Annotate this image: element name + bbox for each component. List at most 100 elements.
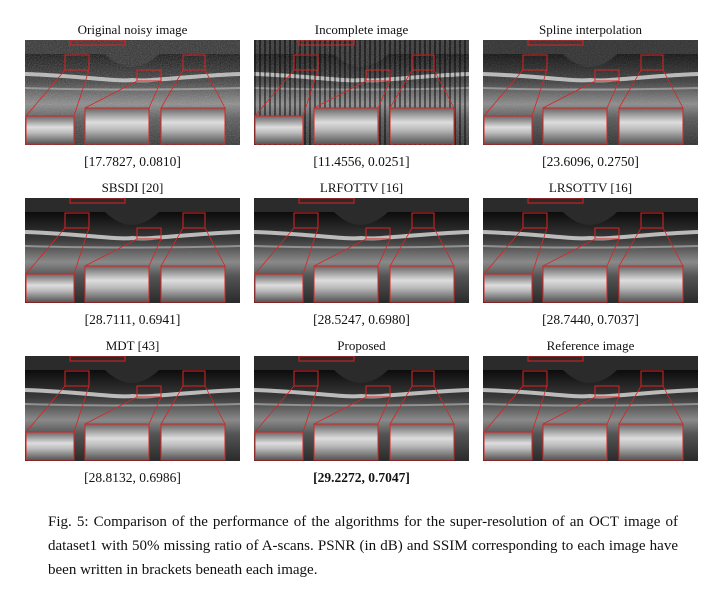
- roi: [594, 227, 620, 240]
- retina-layer: [25, 230, 240, 241]
- inset: [618, 265, 684, 303]
- zoom-line: [389, 227, 413, 267]
- zoom-line: [531, 227, 548, 275]
- roi: [182, 370, 206, 387]
- inset: [313, 423, 379, 461]
- panel-title: Incomplete image: [314, 22, 409, 37]
- missing-scan: [344, 40, 346, 145]
- missing-scan: [459, 40, 461, 145]
- zoom-line: [433, 227, 455, 267]
- zoom-line: [84, 80, 138, 109]
- roi: [640, 54, 664, 71]
- roi: [365, 227, 391, 240]
- missing-scan: [309, 40, 311, 145]
- zoom-line: [531, 385, 548, 433]
- retina-layer: [254, 388, 469, 399]
- inset: [483, 431, 533, 461]
- zoom-line: [377, 238, 391, 267]
- roi: [293, 54, 319, 71]
- inset: [389, 265, 455, 303]
- zoom-line: [389, 385, 413, 425]
- retina-layer: [483, 230, 698, 241]
- zoom-line: [606, 238, 620, 267]
- missing-scan: [289, 40, 291, 145]
- missing-scan: [349, 40, 351, 145]
- missing-scan: [314, 40, 316, 145]
- missing-scan: [284, 40, 286, 145]
- zoom-line: [84, 238, 138, 267]
- roi: [365, 69, 391, 82]
- missing-scan: [464, 40, 466, 145]
- inset: [160, 107, 226, 145]
- zoom-line: [25, 385, 66, 433]
- zoom-line: [606, 396, 620, 425]
- roi: [411, 54, 435, 71]
- zoom-line: [25, 69, 66, 117]
- inset: [84, 423, 150, 461]
- roi: [69, 40, 126, 46]
- missing-scan: [304, 40, 306, 145]
- panel-title: LRFOTTV [16]: [319, 180, 404, 195]
- zoom-line: [73, 385, 90, 433]
- inset: [313, 107, 379, 145]
- zoom-line: [618, 69, 642, 109]
- retina-layer: [254, 230, 469, 241]
- zoom-line: [618, 227, 642, 267]
- zoom-line: [84, 396, 138, 425]
- panel-title: Proposed: [337, 338, 386, 353]
- zoom-line: [313, 80, 367, 109]
- zoom-line: [433, 385, 455, 425]
- roi: [298, 356, 355, 362]
- roi: [136, 385, 162, 398]
- zoom-line: [73, 69, 90, 117]
- metrics: [17.7827, 0.0810]: [84, 154, 181, 169]
- inset: [542, 423, 608, 461]
- roi: [522, 370, 548, 387]
- zoom-line: [148, 238, 162, 267]
- zoom-line: [618, 385, 642, 425]
- missing-scan: [354, 40, 356, 145]
- missing-scan: [259, 40, 261, 145]
- missing-scan: [449, 40, 451, 145]
- inset: [618, 107, 684, 145]
- missing-scan: [279, 40, 281, 145]
- roi: [527, 356, 584, 362]
- roi: [411, 212, 435, 229]
- roi: [640, 212, 664, 229]
- roi: [298, 40, 355, 46]
- missing-scan: [399, 40, 401, 145]
- roi: [64, 370, 90, 387]
- missing-scan: [404, 40, 406, 145]
- zoom-line: [377, 396, 391, 425]
- inset: [254, 431, 304, 461]
- oct-image: [254, 198, 469, 303]
- missing-scan: [439, 40, 441, 145]
- oct-image: [25, 198, 240, 303]
- zoom-line: [148, 396, 162, 425]
- metrics: [28.8132, 0.6986]: [84, 470, 181, 485]
- missing-scan: [364, 40, 366, 145]
- zoom-line: [25, 227, 66, 275]
- roi: [293, 212, 319, 229]
- metrics: [28.7111, 0.6941]: [84, 312, 181, 327]
- roi: [365, 385, 391, 398]
- inset: [389, 423, 455, 461]
- missing-scan: [419, 40, 421, 145]
- missing-scan: [254, 40, 256, 145]
- zoom-line: [542, 238, 596, 267]
- zoom-line: [542, 396, 596, 425]
- zoom-line: [204, 227, 226, 267]
- caption: Fig. 5: Comparison of the performance of…: [48, 514, 678, 578]
- inset: [160, 423, 226, 461]
- oct-image: [25, 356, 240, 461]
- roi: [640, 370, 664, 387]
- inset: [542, 107, 608, 145]
- roi: [64, 54, 90, 71]
- zoom-line: [204, 385, 226, 425]
- missing-scan: [414, 40, 416, 145]
- zoom-line: [313, 396, 367, 425]
- inset: [618, 423, 684, 461]
- missing-scan: [319, 40, 321, 145]
- inset: [25, 115, 75, 145]
- zoom-line: [160, 227, 184, 267]
